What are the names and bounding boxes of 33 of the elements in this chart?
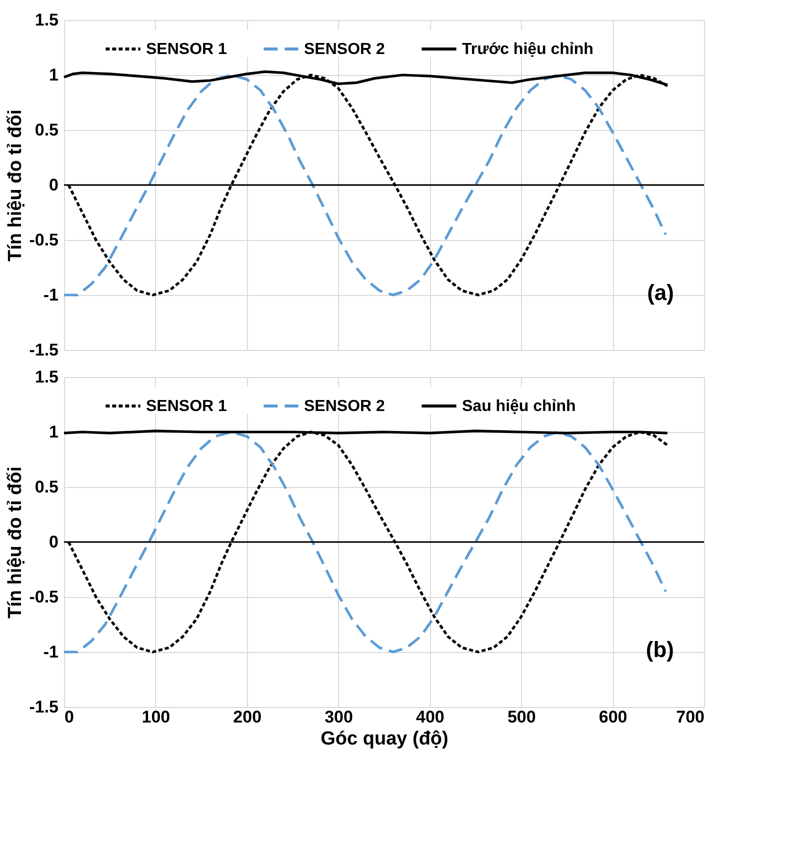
y-tick-label: -1 (43, 642, 58, 662)
legend-label: SENSOR 1 (146, 41, 228, 58)
y-tick-label: -0.5 (29, 230, 58, 250)
x-tick-label: 200 (233, 708, 262, 726)
legend-label: SENSOR 2 (304, 398, 386, 415)
y-tick-label: 0 (49, 176, 58, 194)
y-tick-label: 0.5 (34, 478, 58, 496)
y-tick-label: 0.5 (34, 120, 58, 140)
annotation: (b) (646, 637, 674, 662)
x-tick-label: 300 (324, 708, 353, 726)
x-axis-title: Góc quay (độ) (320, 728, 448, 750)
y-tick-label: -1.5 (29, 340, 58, 360)
y-tick-label: 0 (49, 532, 58, 552)
y-axis-title: Tín hiệu đo tỉ đối (5, 110, 26, 262)
annotation: (a) (647, 280, 674, 305)
y-tick-label: -0.5 (29, 588, 58, 606)
legend-label: Sau hiệu chỉnh (462, 398, 576, 415)
y-tick-label: 1 (49, 66, 58, 84)
y-tick-label: -1.5 (29, 698, 58, 716)
y-tick-label: 1 (49, 422, 58, 442)
x-tick-label: 100 (142, 708, 170, 726)
x-tick-label: 700 (676, 708, 704, 726)
x-tick-label: 400 (416, 708, 444, 726)
legend-label: Trước hiệu chỉnh (462, 41, 594, 58)
x-tick-label: 500 (507, 708, 536, 726)
y-axis-title: Tín hiệu đo tỉ đối (5, 466, 26, 618)
x-tick-label: 0 (64, 708, 74, 726)
x-tick-label: 600 (598, 708, 628, 726)
legend-label: SENSOR 1 (146, 398, 228, 415)
y-tick-label: -1 (43, 286, 58, 304)
legend-label: SENSOR 2 (304, 41, 386, 58)
y-tick-label: 1.5 (34, 368, 58, 386)
y-tick-label: 1.5 (34, 10, 58, 30)
